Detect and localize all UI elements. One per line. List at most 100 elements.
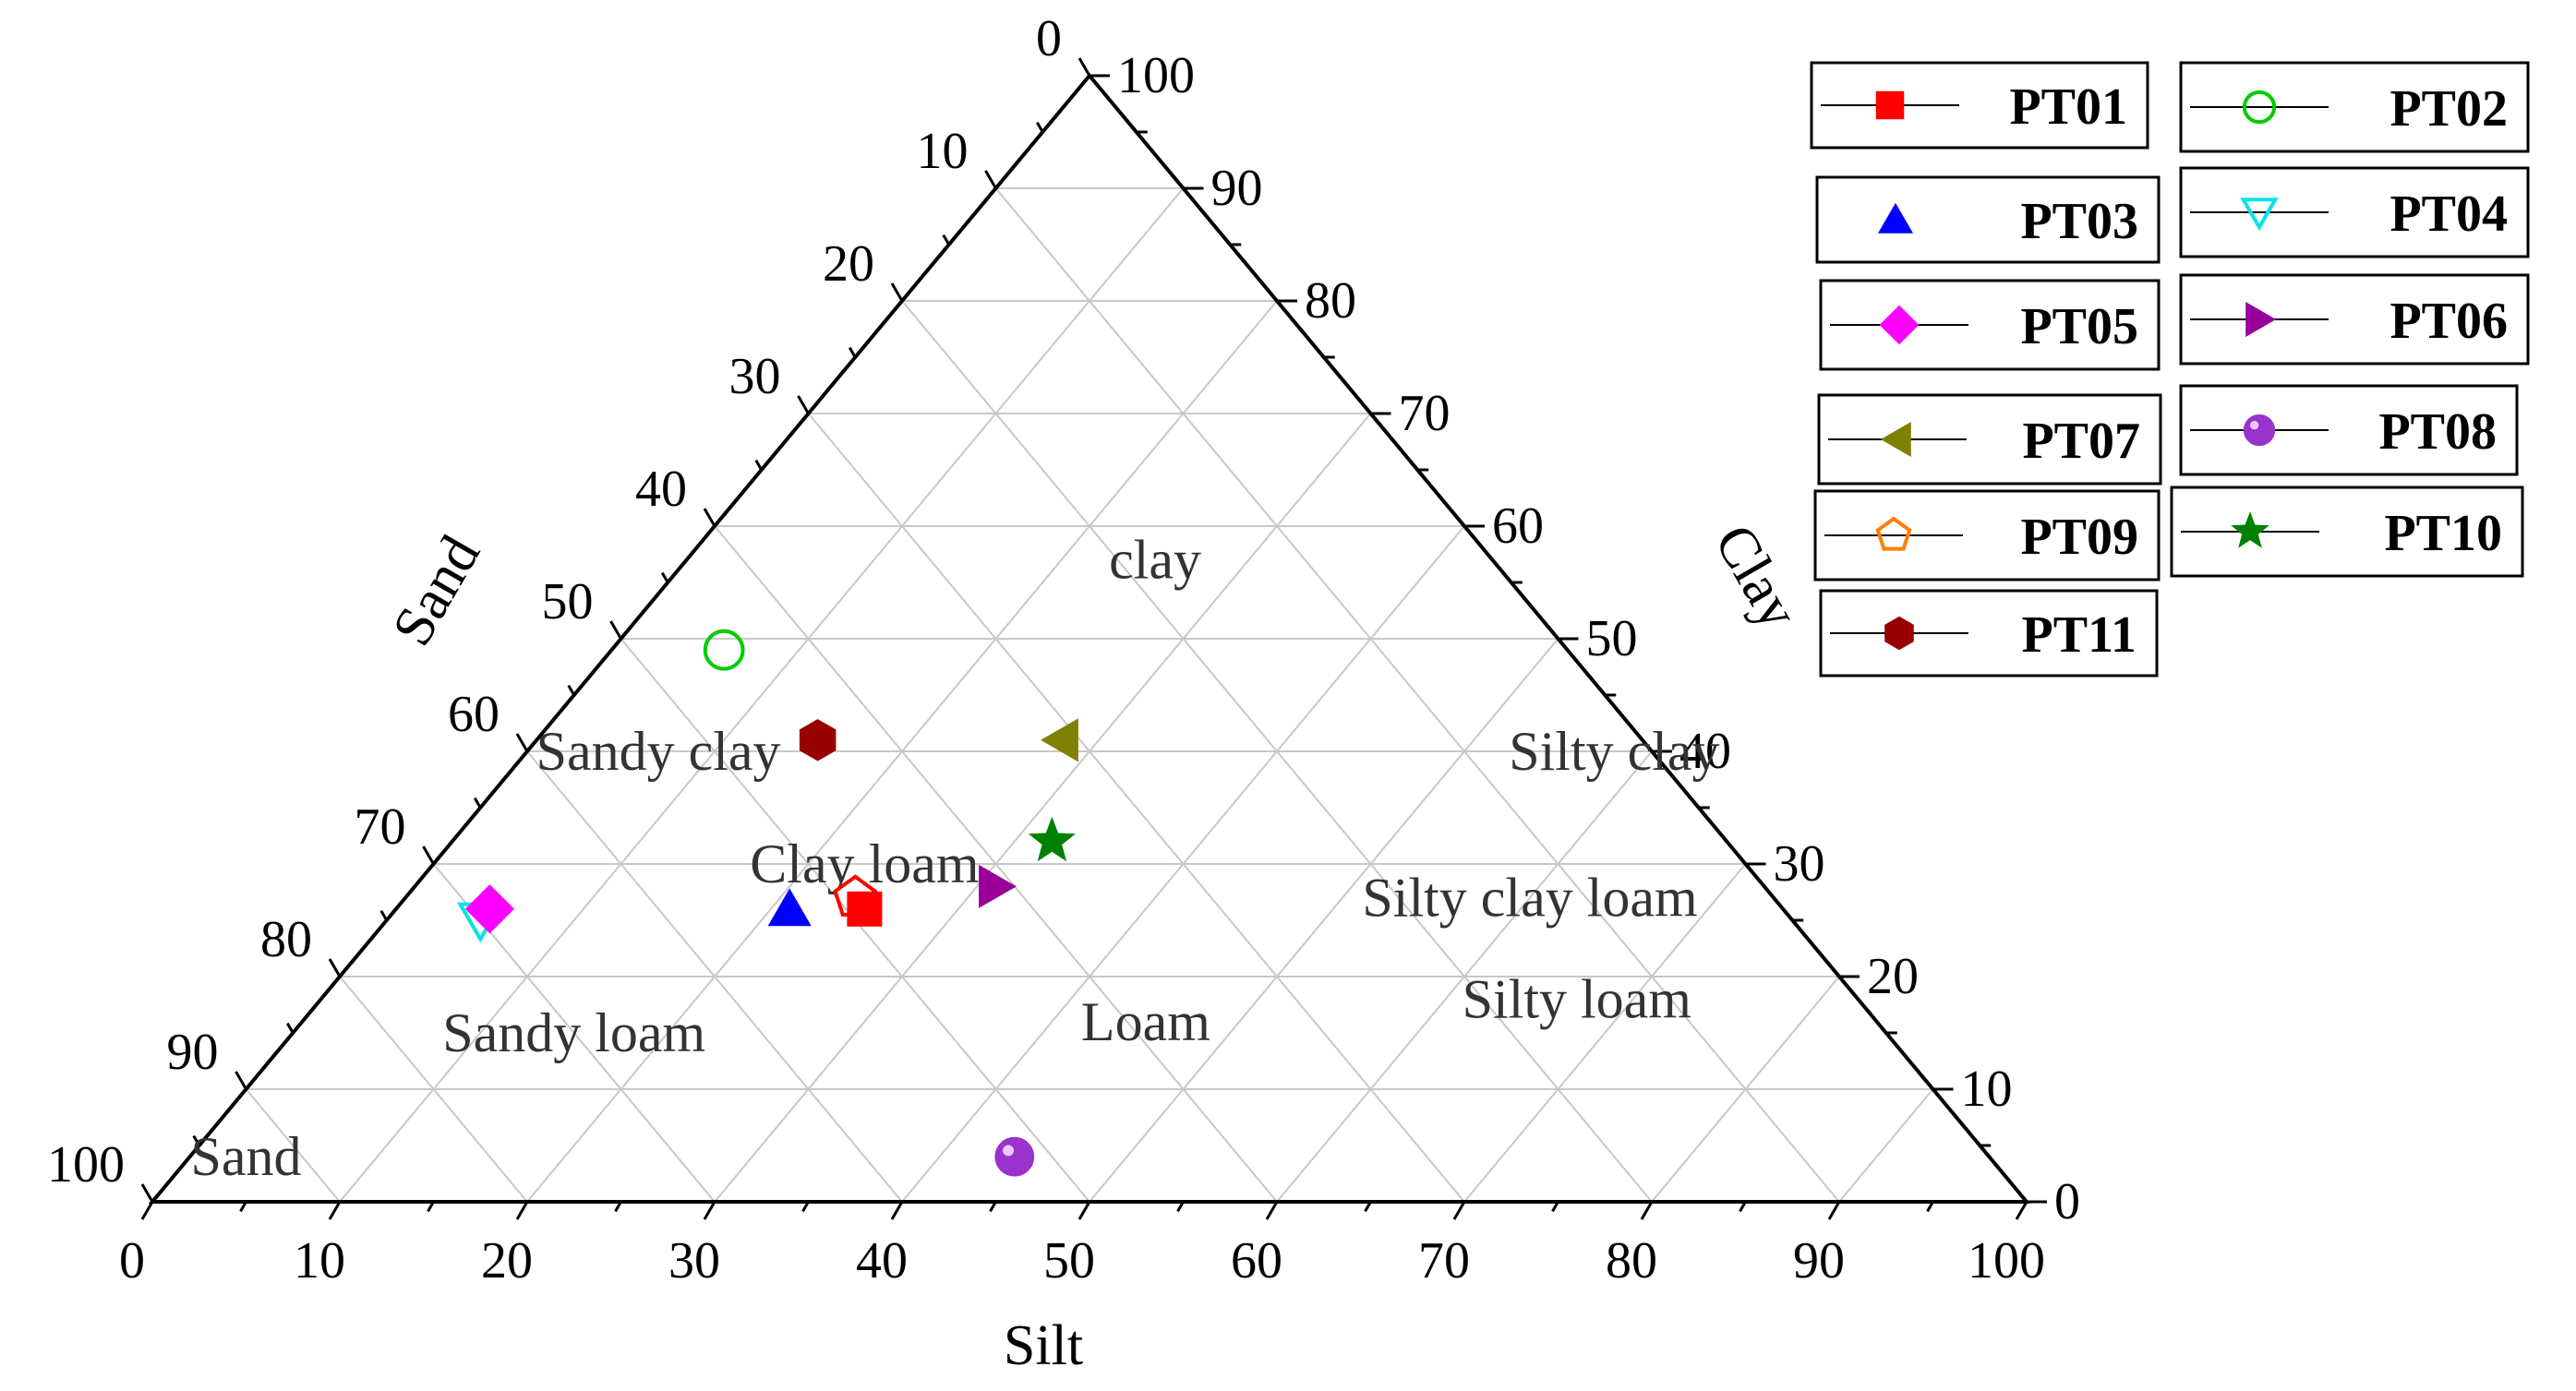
grid-line-sand-90 <box>245 1088 341 1203</box>
tick-silt <box>1640 1201 1654 1220</box>
point-pt06 <box>979 864 1017 908</box>
tick-sand <box>703 508 716 527</box>
legend-label: PT10 <box>2384 505 2502 562</box>
point-pt02 <box>703 629 745 671</box>
region-label: Silty clay <box>1509 721 1719 782</box>
point-pt08 <box>994 1136 1035 1177</box>
tick-sand <box>285 1022 295 1034</box>
legend-marker-pt01 <box>1875 90 1905 120</box>
tick-silt <box>427 1201 435 1213</box>
tick-sand <box>848 346 857 358</box>
legend-box <box>1815 175 2161 264</box>
region-label: Sandy clay <box>536 721 781 782</box>
tick-silt <box>328 1201 342 1220</box>
tick-label-sand: 90 <box>167 1024 219 1081</box>
legend-marker-pt02 <box>2242 90 2277 125</box>
tick-label-clay: 10 <box>1961 1061 2013 1118</box>
tick-sand <box>515 733 529 752</box>
legend-marker-pt11 <box>1884 616 1914 651</box>
tick-sand <box>660 571 669 583</box>
point-pt08-highlight <box>1003 1145 1015 1157</box>
tick-label-silt: 70 <box>1418 1232 1470 1289</box>
tick-label-silt: 10 <box>294 1232 345 1289</box>
tick-silt <box>1551 1201 1559 1213</box>
tick-sand <box>1077 57 1091 77</box>
point-pt05 <box>464 884 515 934</box>
tick-label-clay: 80 <box>1305 272 1356 330</box>
tick-sand <box>140 1183 154 1203</box>
tick-label-sand: 80 <box>260 911 312 968</box>
legend-item-pt02: PT02 <box>2179 61 2530 153</box>
point-pt03 <box>767 888 812 927</box>
legend-label: PT08 <box>2378 403 2497 461</box>
tick-label-silt: 100 <box>1968 1232 2045 1289</box>
grid-line-silt-80 <box>1651 976 1840 1203</box>
tick-label-silt: 20 <box>481 1232 533 1289</box>
tick-label-silt: 60 <box>1231 1232 1282 1289</box>
tick-sand <box>609 620 622 640</box>
tick-label-clay: 60 <box>1492 498 1544 555</box>
axis-title-sand: Sand <box>380 525 492 655</box>
region-label: Sand <box>191 1126 302 1187</box>
legend-label: PT02 <box>2389 80 2508 138</box>
tick-sand <box>422 845 435 865</box>
legend-marker-pt08 <box>2243 414 2276 447</box>
tick-label-sand: 40 <box>635 461 687 518</box>
tick-silt <box>890 1201 904 1220</box>
tick-label-clay: 90 <box>1211 160 1263 217</box>
tick-label-clay: 40 <box>1679 723 1731 780</box>
region-label: Silty clay loam <box>1362 868 1697 929</box>
tick-label-sand: 60 <box>448 686 500 743</box>
tick-label-sand: 100 <box>47 1136 125 1193</box>
tick-sand <box>942 234 951 246</box>
legend-label: PT04 <box>2389 186 2508 243</box>
legend-marker-pt04 <box>2240 198 2279 232</box>
legend-marker-pt10 <box>2231 511 2269 548</box>
tick-silt <box>1452 1201 1466 1220</box>
tick-label-sand: 10 <box>917 123 969 180</box>
grid <box>245 187 1934 1203</box>
tick-label-clay: 30 <box>1774 835 1825 893</box>
region-label: Sandy loam <box>442 1002 705 1063</box>
region-label: Silty loam <box>1463 968 1691 1029</box>
tick-sand <box>984 170 997 189</box>
legend-marker-pt09 <box>1875 516 1912 551</box>
tick-label-clay: 50 <box>1586 610 1638 667</box>
tick-label-sand: 30 <box>729 348 781 405</box>
legend-label: PT03 <box>2020 193 2138 250</box>
tick-silt <box>1739 1201 1747 1213</box>
tick-silt <box>614 1201 622 1213</box>
tick-silt <box>515 1201 529 1220</box>
tick-label-clay: 100 <box>1117 47 1195 104</box>
legend-marker-pt03 <box>1877 202 1914 234</box>
tick-sand <box>235 1071 247 1090</box>
grid-line-silt-50 <box>1089 638 1559 1203</box>
grid-line-silt-70 <box>1463 863 1747 1203</box>
grid-line-silt-60 <box>1276 750 1653 1203</box>
legend-item-pt06: PT06 <box>2179 273 2530 366</box>
tick-label-silt: 40 <box>856 1232 908 1289</box>
legend-item-pt01: PT01 <box>1810 61 2149 150</box>
tick-label-silt: 0 <box>119 1232 145 1289</box>
tick-label-silt: 30 <box>668 1232 720 1289</box>
tick-label-silt: 90 <box>1793 1232 1845 1289</box>
tick-label-silt: 50 <box>1043 1232 1095 1289</box>
legend-label: PT09 <box>2020 509 2138 566</box>
region-label: clay <box>1109 530 1201 591</box>
tick-label-sand: 0 <box>1036 10 1062 67</box>
grid-line-silt-90 <box>1838 1088 1934 1203</box>
legend-marker-pt06 <box>2245 301 2277 338</box>
legend-item-pt09: PT09 <box>1813 489 2161 582</box>
legend-item-pt04: PT04 <box>2179 166 2530 258</box>
point-pt09 <box>833 874 878 917</box>
legend-item-pt07: PT07 <box>1817 393 2162 486</box>
legend-item-pt03: PT03 <box>1815 175 2161 264</box>
data-points <box>456 629 1078 1177</box>
tick-silt <box>1364 1201 1372 1213</box>
tick-label-clay: 20 <box>1867 948 1919 1005</box>
point-pt01 <box>847 891 883 927</box>
tick-label-sand: 50 <box>542 573 594 630</box>
legend-item-pt11: PT11 <box>1819 589 2159 678</box>
axis-ticks: 0 10 20 30 40 50 60 70 80 90 100010203040506070809… <box>47 10 2080 1289</box>
